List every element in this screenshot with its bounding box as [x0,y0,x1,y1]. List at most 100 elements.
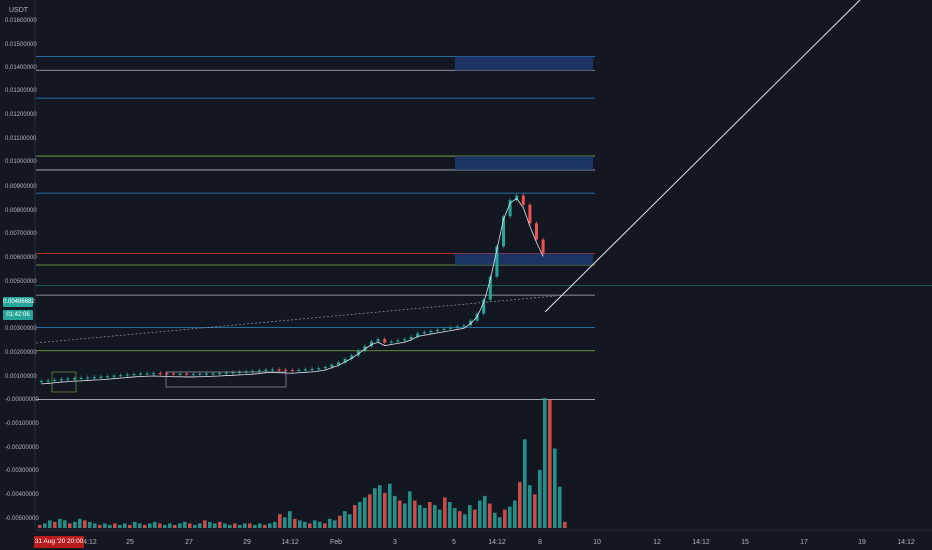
time-tick-label: 27 [185,539,193,546]
candle-body [436,329,439,332]
volume-bar [128,524,132,528]
volume-bar [393,495,397,528]
volume-bar [163,524,167,528]
volume-bar [138,523,142,528]
volume-bar [373,488,377,528]
candle-body [139,373,142,375]
volume-bar [153,521,157,528]
candle-body [535,223,538,240]
price-tick-label: 0.00200000 [5,350,37,356]
volume-bar [433,505,437,528]
volume-bar [538,469,542,528]
volume-bar [58,518,62,528]
volume-bar [268,523,272,528]
time-tick-label: 29 [243,539,251,546]
price-tick-label: 0.01400000 [5,65,37,71]
volume-bar [388,483,392,528]
volume-bar [403,503,407,528]
time-tick-label: 14:12 [79,539,97,546]
candle-body [482,299,486,314]
moving-average-line [41,197,544,385]
candle-body [396,340,400,342]
candle-body [59,379,63,381]
volume-bar [473,509,477,528]
volume-bar [468,505,472,528]
candle-body [185,373,189,375]
volume-bar [83,520,87,528]
candle-body [462,325,466,327]
volume-bar [273,521,277,528]
volume-bar [53,521,57,528]
crosshair-date-tag: 31 Aug '20 20:00 [34,536,84,548]
volume-bar [478,500,482,528]
candle-body [145,373,149,375]
volume-bar [108,524,112,528]
volume-bar [553,448,557,528]
price-axis[interactable]: 0.01600000 0.01500000 0.01400000 0.01300000… [5,18,39,522]
volume-bar [563,521,567,528]
dashed-trend-line [35,295,556,344]
volume-bar [308,523,312,528]
candle-body [416,333,420,337]
volume-bar [378,485,382,528]
price-tick-label: -0.00000000 [5,397,39,403]
volume-bar [278,514,282,528]
volume-bar [223,523,227,528]
volume-bar [383,492,387,528]
time-tick-label: 8 [538,539,542,546]
volume-bar [293,518,297,528]
candle-body [356,350,360,356]
volume-bar [193,524,197,528]
candle-body [495,246,499,277]
volume-bar [458,511,462,528]
candle-body [46,380,50,382]
volume-bar [443,497,447,528]
volume-bar [543,398,547,528]
volume-bar [63,520,67,528]
time-axis[interactable]: 14:12 25 27 29 14:12 Feb 3 5 14:12 8 10 12 14:12 15 17… [79,539,915,546]
axis-unit-label: USDT [9,7,29,14]
volume-bar [208,521,212,528]
candle-body [469,320,472,326]
supply-zone-box [455,156,593,170]
candle-body [403,339,406,341]
volume-bar [143,524,147,528]
candle-body [323,367,327,369]
candle-body [508,200,512,217]
candle-body [172,373,175,375]
volume-bar [453,508,457,528]
candle-body [350,355,354,359]
candle-body [370,341,373,347]
volume-bar [413,500,417,528]
volume-bar [43,523,47,528]
volume-bar [418,505,422,528]
volume-bar [358,502,362,528]
volume-bar [263,524,267,528]
price-tick-label: 0.00600000 [5,255,37,261]
projection-trend-line [544,0,861,313]
overlay-lines [35,0,861,393]
volume-bar [133,521,137,528]
candle-body [449,327,453,329]
volume-bar [113,523,117,528]
volume-bar [258,523,262,528]
volume-bar [353,505,357,528]
candle-body [502,216,505,247]
volume-bar [558,486,562,528]
candle-body [528,204,532,224]
consolidation-box [165,371,287,388]
volume-bar [123,523,127,528]
volume-bar [68,523,72,528]
horizontal-levels [36,55,932,400]
price-tick-label: -0.00100000 [5,421,39,427]
candle-body [343,358,347,363]
candle-body [297,369,301,371]
candle-body [429,331,433,333]
price-tick-label: -0.00300000 [5,468,39,474]
candle-body [337,362,340,365]
candle-body [277,369,281,371]
price-tick-label: -0.00500000 [5,516,39,522]
grid-layer [34,0,932,531]
volume-bar [288,511,292,528]
